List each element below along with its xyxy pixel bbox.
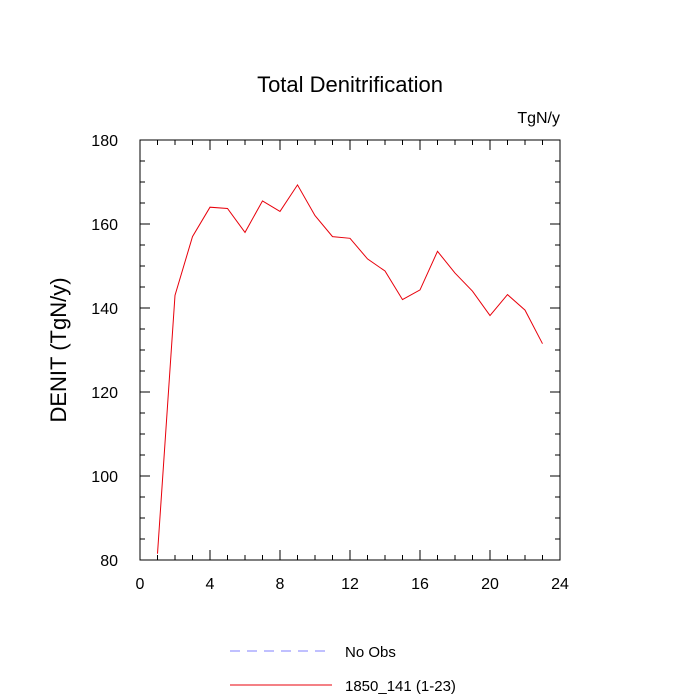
x-tick-label: 4 — [206, 576, 215, 593]
series-line — [157, 183, 543, 554]
x-tick-label: 16 — [411, 576, 429, 593]
x-tick-label: 8 — [276, 576, 285, 593]
x-tick-label: 20 — [481, 576, 499, 593]
legend: No Obs 1850_141 (1-23) — [230, 644, 456, 695]
y-tick-label: 80 — [100, 553, 118, 570]
x-tick-label: 24 — [551, 576, 569, 593]
y-tick-label: 140 — [91, 301, 118, 318]
y-axis-label: DENIT (TgN/y) — [46, 277, 71, 422]
legend-label: No Obs — [345, 644, 396, 661]
axis-tick-labels: 0 4 8 12 16 20 24 80 100 120 140 160 180 — [91, 133, 569, 593]
plot-frame — [139, 139, 561, 561]
legend-label: 1850_141 (1-23) — [345, 678, 456, 695]
x-tick-label: 12 — [341, 576, 359, 593]
y-tick-label: 120 — [91, 385, 118, 402]
units-label: TgN/y — [517, 110, 560, 127]
axis-ticks — [139, 139, 561, 561]
chart-title: Total Denitrification — [257, 72, 443, 97]
series-layer — [157, 183, 543, 554]
y-tick-label: 160 — [91, 217, 118, 234]
x-tick-label: 0 — [136, 576, 145, 593]
y-tick-label: 100 — [91, 469, 118, 486]
y-tick-label: 180 — [91, 133, 118, 150]
